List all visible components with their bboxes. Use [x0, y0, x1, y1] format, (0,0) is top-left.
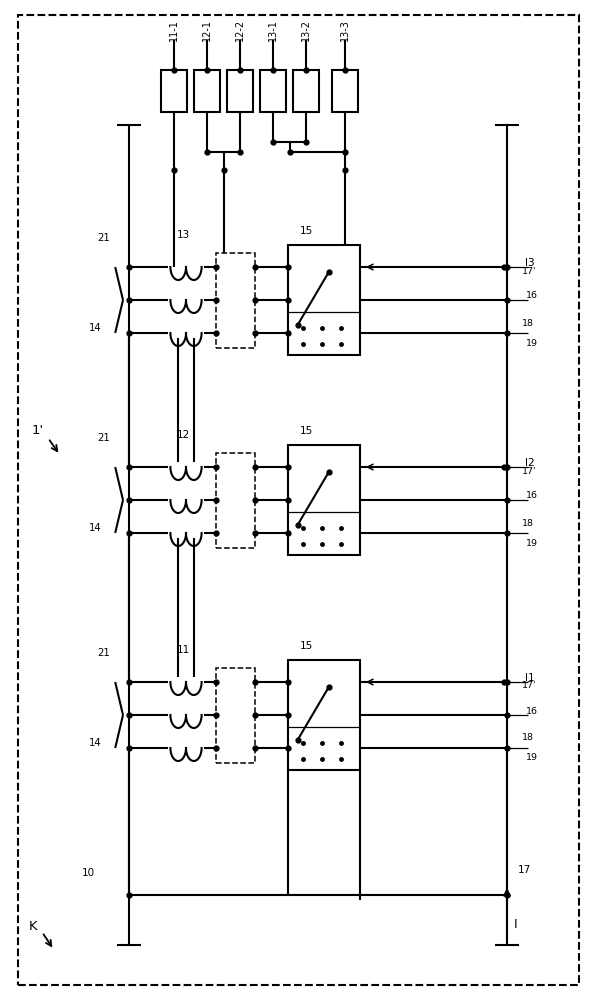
- Bar: [332, 70, 358, 112]
- Bar: [260, 70, 286, 112]
- Text: 13: 13: [176, 230, 190, 240]
- Bar: [288, 445, 360, 555]
- Text: 10: 10: [82, 868, 95, 878]
- Text: 16: 16: [526, 706, 538, 716]
- Text: 13-3: 13-3: [340, 19, 350, 41]
- Text: 13-2: 13-2: [301, 19, 311, 41]
- Text: I1: I1: [525, 673, 535, 683]
- Text: 21: 21: [97, 648, 110, 658]
- Bar: [161, 70, 187, 112]
- Text: 14: 14: [88, 738, 101, 748]
- Text: 16: 16: [526, 292, 538, 300]
- Text: 17': 17': [522, 466, 536, 476]
- Text: 11-1: 11-1: [169, 19, 179, 41]
- Text: 1': 1': [32, 424, 44, 436]
- Text: 18: 18: [522, 518, 534, 528]
- Text: 21: 21: [97, 433, 110, 443]
- Bar: [288, 660, 360, 770]
- Text: 15: 15: [299, 641, 313, 651]
- Text: 13-1: 13-1: [268, 19, 278, 41]
- Text: 12-2: 12-2: [235, 19, 245, 41]
- Text: 21: 21: [97, 233, 110, 243]
- Text: 12: 12: [176, 430, 190, 440]
- Bar: [293, 70, 319, 112]
- Text: 18: 18: [522, 734, 534, 742]
- Bar: [216, 252, 255, 348]
- Text: I2: I2: [525, 458, 535, 468]
- Text: K: K: [29, 920, 37, 932]
- Text: 19: 19: [526, 339, 538, 348]
- Text: 19: 19: [526, 754, 538, 762]
- Text: 16: 16: [526, 491, 538, 500]
- Bar: [194, 70, 220, 112]
- Text: 17': 17': [522, 266, 536, 275]
- Bar: [216, 668, 255, 762]
- Text: I3: I3: [525, 258, 535, 268]
- Text: 17: 17: [518, 865, 531, 875]
- Text: 14: 14: [88, 323, 101, 333]
- Text: 14: 14: [88, 523, 101, 533]
- Text: I: I: [514, 918, 518, 932]
- Text: 19: 19: [526, 538, 538, 548]
- Text: 12-1: 12-1: [202, 19, 212, 41]
- Text: 11: 11: [176, 645, 190, 655]
- Bar: [216, 452, 255, 548]
- Bar: [227, 70, 253, 112]
- Bar: [288, 245, 360, 355]
- Text: 15: 15: [299, 226, 313, 236]
- Text: 18: 18: [522, 319, 534, 328]
- Text: 15: 15: [299, 426, 313, 436]
- Text: 17': 17': [522, 682, 536, 691]
